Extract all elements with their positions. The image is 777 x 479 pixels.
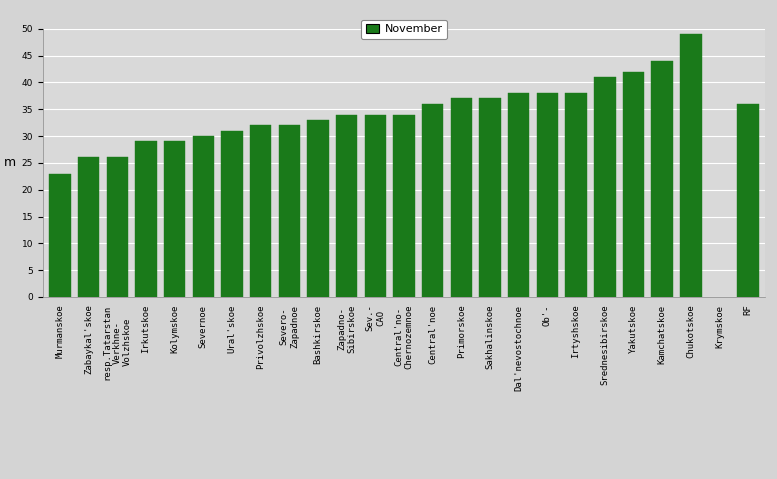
Bar — [594, 77, 615, 297]
Bar — [135, 141, 157, 297]
Bar — [336, 114, 357, 297]
Bar — [680, 34, 702, 297]
Bar — [622, 72, 644, 297]
Bar — [221, 131, 242, 297]
Bar — [651, 61, 673, 297]
Bar — [479, 99, 501, 297]
Bar — [78, 158, 99, 297]
Bar — [737, 104, 759, 297]
Legend: November: November — [361, 20, 447, 39]
Bar — [279, 125, 300, 297]
Bar — [508, 93, 529, 297]
Bar — [250, 125, 271, 297]
Bar — [193, 136, 214, 297]
Y-axis label: m: m — [5, 156, 16, 170]
Bar — [537, 93, 558, 297]
Bar — [422, 104, 444, 297]
Bar — [566, 93, 587, 297]
Bar — [49, 173, 71, 297]
Bar — [393, 114, 415, 297]
Bar — [164, 141, 186, 297]
Bar — [307, 120, 329, 297]
Bar — [364, 114, 386, 297]
Bar — [451, 99, 472, 297]
Bar — [106, 158, 128, 297]
